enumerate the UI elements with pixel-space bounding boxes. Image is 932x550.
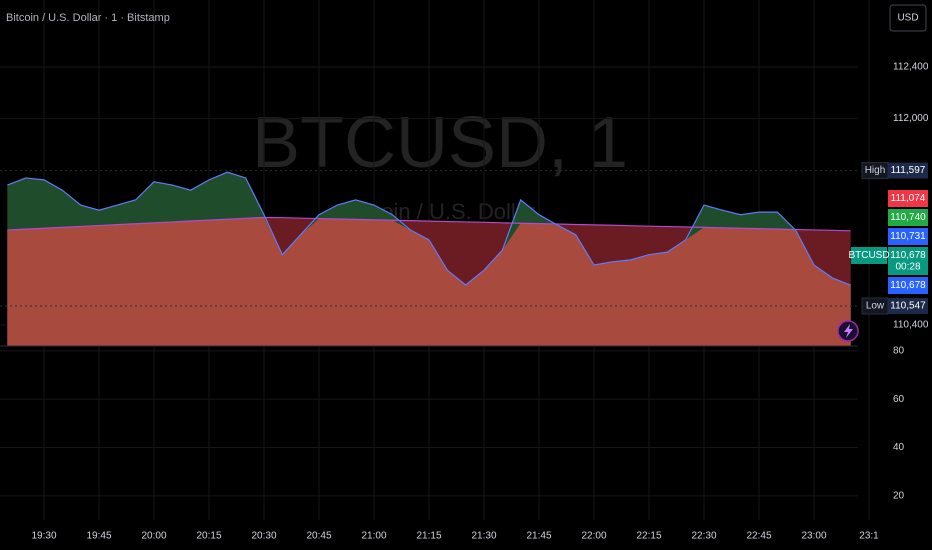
x-tick-label: 21:15 bbox=[416, 531, 441, 542]
marker-value-box bbox=[888, 162, 928, 179]
x-tick-label: 22:30 bbox=[691, 531, 716, 542]
currency-button[interactable] bbox=[889, 4, 927, 32]
x-tick-label: 23:00 bbox=[801, 531, 826, 542]
x-tick-label: 22:00 bbox=[581, 531, 606, 542]
marker-name: High bbox=[865, 165, 886, 176]
x-tick-label: 21:00 bbox=[361, 531, 386, 542]
marker-value-box bbox=[888, 298, 928, 315]
chart-title: Bitcoin / U.S. Dollar · 1 · Bitstamp bbox=[6, 12, 170, 24]
y-tick-label: 112,000 bbox=[893, 113, 929, 124]
x-tick-label: 23:1 bbox=[859, 531, 879, 542]
price-badge-value: 110,678 bbox=[890, 250, 926, 261]
x-tick-label: 19:45 bbox=[86, 531, 111, 542]
x-tick-label: 20:30 bbox=[251, 531, 276, 542]
alert-bolt bbox=[844, 324, 853, 338]
y-tick-label: 112,400 bbox=[893, 62, 929, 73]
x-tick-label: 20:45 bbox=[306, 531, 331, 542]
price-line bbox=[7, 171, 851, 286]
base-area bbox=[7, 217, 851, 346]
symbol-tag bbox=[851, 247, 887, 264]
price-badge-value: 111,074 bbox=[891, 193, 926, 204]
price-badge-value: 110,678 bbox=[890, 280, 926, 291]
currency-label: USD bbox=[897, 13, 918, 24]
price-badge bbox=[888, 277, 928, 294]
x-tick-label: 22:45 bbox=[746, 531, 771, 542]
y2-tick-label: 40 bbox=[893, 442, 905, 453]
price-badge bbox=[888, 228, 928, 245]
marker-value: 110,547 bbox=[890, 301, 926, 312]
symbol-tag-label: BTCUSD bbox=[848, 250, 889, 261]
y2-tick-label: 20 bbox=[893, 490, 905, 501]
price-badge bbox=[888, 247, 928, 275]
marker-value: 111,597 bbox=[891, 165, 926, 176]
x-tick-label: 22:15 bbox=[636, 531, 661, 542]
plot bbox=[0, 0, 870, 520]
x-tick-label: 19:30 bbox=[31, 531, 56, 542]
x-tick-label: 20:15 bbox=[196, 531, 221, 542]
y2-tick-label: 80 bbox=[893, 345, 905, 356]
marker-name: Low bbox=[866, 301, 885, 312]
price-badge-countdown: 00:28 bbox=[895, 262, 920, 273]
price-badge-value: 110,731 bbox=[890, 231, 926, 242]
price-badge bbox=[888, 209, 928, 226]
watermark-symbol: BTCUSD, 1 bbox=[252, 103, 628, 183]
price-badge bbox=[888, 190, 928, 207]
y2-tick-label: 60 bbox=[893, 394, 905, 405]
price-badge-value: 110,740 bbox=[890, 212, 926, 223]
ma-line bbox=[7, 216, 851, 232]
y-tick-label: 110,400 bbox=[893, 320, 929, 331]
x-tick-label: 20:00 bbox=[141, 531, 166, 542]
x-tick-label: 21:45 bbox=[526, 531, 551, 542]
x-tick-label: 21:30 bbox=[471, 531, 496, 542]
